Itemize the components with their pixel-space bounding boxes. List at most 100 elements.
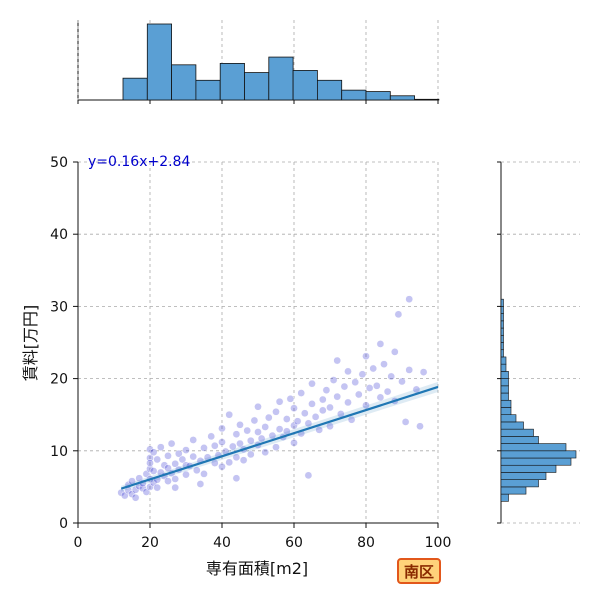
scatter-point xyxy=(297,389,306,397)
scatter-point xyxy=(225,410,234,419)
scatter-point xyxy=(164,452,172,460)
scatter-point xyxy=(200,444,208,452)
right-hist-bar xyxy=(500,399,512,408)
right-hist-bar xyxy=(500,450,577,459)
scatter-point xyxy=(218,438,226,446)
scatter-point xyxy=(149,448,158,457)
scatter-point xyxy=(329,376,338,384)
scatter-point xyxy=(304,471,313,480)
scatter-point xyxy=(290,439,298,447)
scatter-point xyxy=(254,428,262,436)
scatter-point xyxy=(376,393,385,402)
scatter-point xyxy=(376,340,385,348)
right-hist-bar xyxy=(500,443,567,452)
scatter-point xyxy=(315,426,324,434)
scatter-point xyxy=(300,409,309,418)
y-tick-label: 10 xyxy=(50,444,68,460)
right-hist-bar xyxy=(500,407,512,416)
scatter-point xyxy=(192,466,201,475)
scatter-point xyxy=(308,379,316,388)
scatter-point xyxy=(200,470,208,478)
scatter-point xyxy=(146,465,154,473)
scatter-point xyxy=(286,394,295,403)
scatter-point xyxy=(275,397,284,406)
scatter-point xyxy=(171,459,180,468)
y-tick-label: 0 xyxy=(59,516,68,532)
x-tick-label: 80 xyxy=(357,535,375,551)
right-hist-bar xyxy=(500,378,509,387)
scatter-point xyxy=(290,404,298,413)
right-hist-bar xyxy=(500,464,557,473)
top-hist-bar xyxy=(171,64,197,101)
scatter-point xyxy=(246,450,255,459)
y-tick-label: 50 xyxy=(50,155,68,171)
scatter-point xyxy=(232,430,241,439)
scatter-point xyxy=(272,407,280,416)
right-hist-bar xyxy=(500,298,504,307)
right-hist-bar xyxy=(500,313,504,322)
regression-line xyxy=(120,385,439,490)
scatter-point xyxy=(372,381,381,390)
scatter-point xyxy=(272,443,280,452)
right-histogram xyxy=(497,161,580,524)
scatter-point xyxy=(189,436,198,444)
x-tick-label: 0 xyxy=(74,535,83,551)
scatter-point xyxy=(257,434,266,443)
right-hist-bar xyxy=(500,327,504,336)
scatter-point xyxy=(156,443,165,452)
scatter-point xyxy=(171,483,180,492)
scatter-point xyxy=(293,417,302,426)
scatter-point xyxy=(365,384,374,392)
scatter-point xyxy=(178,455,187,464)
scatter-point xyxy=(383,387,392,396)
scatter-point xyxy=(304,419,313,428)
scatter-point xyxy=(182,446,190,454)
scatter-point xyxy=(225,458,234,467)
scatter-point xyxy=(250,416,259,425)
right-hist-bar xyxy=(500,457,572,466)
scatter-point xyxy=(236,420,244,429)
top-hist-bar xyxy=(146,23,173,101)
right-hist-bar xyxy=(500,334,504,343)
top-hist-bar xyxy=(195,79,221,101)
top-hist-bar xyxy=(316,79,343,101)
scatter-point xyxy=(149,467,158,475)
right-hist-bar xyxy=(500,320,504,329)
scatter-point xyxy=(182,470,190,479)
scatter-point xyxy=(419,368,428,376)
scatter-point xyxy=(380,360,388,369)
top-hist-bar xyxy=(219,63,245,101)
right-hist-bar xyxy=(500,486,527,495)
scatter-point xyxy=(171,475,180,483)
scatter-point xyxy=(318,406,327,415)
scatter-point xyxy=(261,448,270,457)
scatter-point xyxy=(218,462,226,471)
scatter-point xyxy=(318,395,327,404)
x-tick-label: 20 xyxy=(141,535,159,551)
y-tick-label: 20 xyxy=(50,372,68,388)
scatter-point xyxy=(232,474,241,483)
scatter-point xyxy=(322,386,331,395)
scatter-point xyxy=(390,348,399,356)
top-hist-bar xyxy=(341,89,367,101)
scatter-point xyxy=(218,424,226,433)
regression-fit xyxy=(120,381,439,492)
scatter-point xyxy=(362,401,370,410)
scatter-point xyxy=(387,372,396,381)
scatter-point xyxy=(405,295,414,304)
right-hist-bar xyxy=(500,421,524,430)
right-hist-bar xyxy=(500,342,504,351)
right-hist-bar xyxy=(500,414,517,423)
scatter-point xyxy=(340,382,349,391)
right-hist-bar xyxy=(500,436,539,444)
x-tick-label: 60 xyxy=(285,535,303,551)
scatter-point xyxy=(232,453,241,462)
top-hist-bar xyxy=(292,70,318,101)
scatter-point xyxy=(261,423,270,431)
top-histogram xyxy=(77,20,440,104)
x-tick-label: 40 xyxy=(213,535,231,551)
scatter-point xyxy=(254,402,262,411)
scatter-point xyxy=(347,415,356,424)
